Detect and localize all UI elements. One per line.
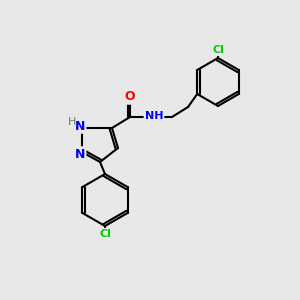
Text: Cl: Cl — [99, 229, 111, 239]
Text: H: H — [68, 117, 76, 127]
Text: Cl: Cl — [212, 45, 224, 55]
Text: O: O — [125, 91, 135, 103]
Text: NH: NH — [145, 111, 163, 121]
Text: N: N — [75, 119, 85, 133]
Text: N: N — [75, 148, 85, 160]
